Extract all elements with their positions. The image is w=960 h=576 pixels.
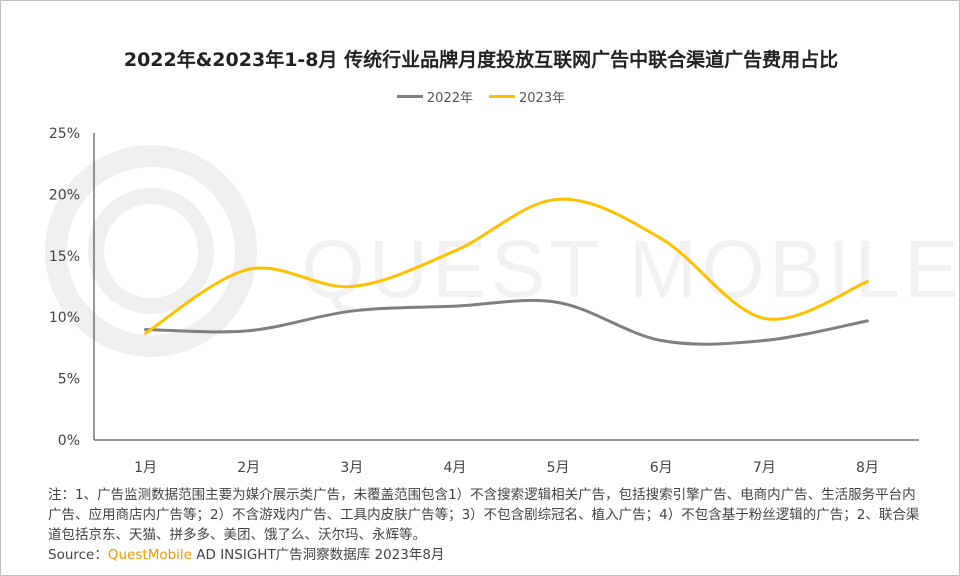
series-line-2023年	[144, 197, 869, 335]
x-tick-label: 2月	[237, 460, 260, 476]
y-tick-label: 10%	[49, 310, 80, 326]
chart-title: 2022年&2023年1-8月 传统行业品牌月度投放互联网广告中联合渠道广告费用…	[123, 49, 839, 71]
watermark-logo	[45, 145, 257, 357]
x-tick-label: 7月	[753, 460, 776, 476]
legend: 2022年 2023年	[1, 87, 959, 106]
legend-item-2023: 2023年	[489, 87, 565, 106]
source-label: Source：	[48, 547, 108, 563]
source-brand: QuestMobile	[107, 547, 192, 563]
footnote: 注：1、广告监测数据范围主要为媒介展示类广告，未覆盖范围包含1）不含搜索逻辑相关…	[48, 487, 920, 543]
y-tick-label: 5%	[58, 372, 80, 388]
legend-label: 2022年	[426, 91, 473, 106]
watermark-text: QUEST MOBILE	[301, 224, 960, 315]
x-tick-label: 3月	[340, 460, 363, 476]
y-tick-label: 0%	[58, 433, 80, 449]
x-tick-label: 4月	[443, 460, 466, 476]
series-line-2022年	[144, 298, 869, 346]
legend-item-2022: 2022年	[396, 87, 473, 106]
y-tick-label: 15%	[49, 249, 80, 265]
y-tick-label: 25%	[49, 126, 80, 142]
y-tick-label: 20%	[49, 187, 80, 203]
legend-label: 2023年	[519, 91, 566, 106]
source-text: AD INSIGHT广告洞察数据库 2023年8月	[191, 547, 445, 563]
source-line: Source：QuestMobile AD INSIGHT广告洞察数据库 202…	[48, 543, 444, 563]
x-tick-label: 6月	[650, 460, 673, 476]
x-tick-label: 5月	[547, 460, 570, 476]
x-tick-label: 8月	[856, 460, 879, 476]
legend-swatch	[489, 95, 515, 98]
x-tick-label: 1月	[134, 460, 157, 476]
legend-swatch	[396, 95, 423, 98]
